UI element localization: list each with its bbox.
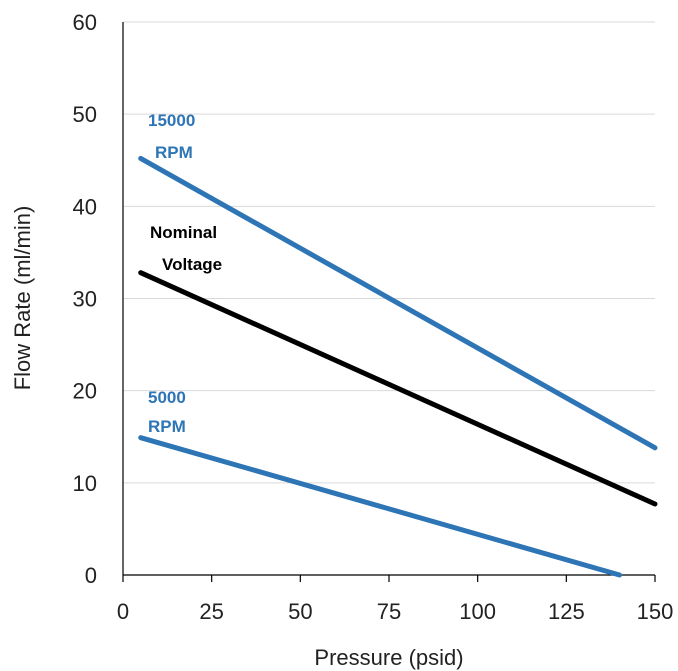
series-line-1: [138, 155, 658, 451]
x-tick-label: 100: [459, 599, 496, 624]
x-tick-label: 25: [199, 599, 223, 624]
series-labels: 15000 RPM Nominal Voltage 5000 RPM: [148, 111, 222, 436]
series-label-line: Nominal: [150, 223, 217, 242]
series-label-line: RPM: [155, 143, 193, 162]
series-label-line: 5000: [148, 388, 186, 407]
tick-labels: 0 10 20 30 40 50 60 0 25 50 75 100 125 150: [73, 10, 674, 624]
series-label-2: Nominal Voltage: [150, 223, 222, 274]
y-tick-label: 20: [73, 379, 97, 404]
y-tick-label: 30: [73, 287, 97, 312]
series-line-2: [138, 270, 658, 507]
series-label-1: 15000 RPM: [148, 111, 195, 162]
axes: [122, 22, 656, 582]
series-label-line: Voltage: [162, 255, 222, 274]
gridlines: [123, 21, 655, 484]
y-tick-label: 60: [73, 10, 97, 35]
x-tick-label: 75: [377, 599, 401, 624]
x-axis-title: Pressure (psid): [314, 645, 463, 670]
series-label-line: RPM: [148, 417, 186, 436]
series-label-3: 5000 RPM: [148, 388, 186, 436]
y-axis-title: Flow Rate (ml/min): [10, 206, 35, 391]
y-tick-label: 50: [73, 102, 97, 127]
x-tick-label: 125: [548, 599, 585, 624]
x-tick-label: 50: [288, 599, 312, 624]
x-tick-label: 150: [637, 599, 674, 624]
series-line-3: [138, 435, 623, 578]
series-label-line: 15000: [148, 111, 195, 130]
y-tick-label: 40: [73, 194, 97, 219]
series-lines: [138, 155, 658, 578]
x-tick-label: 0: [117, 599, 129, 624]
y-tick-label: 10: [73, 471, 97, 496]
y-tick-label: 0: [85, 563, 97, 588]
